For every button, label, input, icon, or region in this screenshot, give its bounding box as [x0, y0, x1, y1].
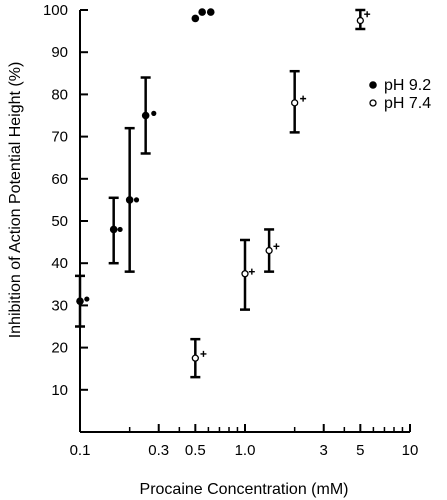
x-tick-label: 10	[402, 442, 419, 459]
x-tick-label: 0.3	[148, 442, 169, 459]
side-dot-marker	[133, 197, 140, 203]
x-tick-label: 1.0	[235, 442, 256, 459]
data-point-ph74	[356, 16, 364, 25]
y-tick-label: 20	[51, 340, 68, 357]
legend: pH 9.2pH 7.4	[369, 77, 431, 112]
axes: 10 20 30 40 50 60 70 80 90 100 0.1 0.3 0.5 1.0 3 5 10	[43, 2, 418, 459]
side-plus-marker	[300, 95, 307, 102]
data-point-ph74	[241, 270, 249, 278]
data-point-ph92	[198, 8, 206, 16]
legend-marker	[369, 99, 377, 107]
side-plus-marker	[364, 11, 371, 18]
side-dot-marker	[84, 296, 90, 302]
data-point-ph92	[109, 225, 118, 234]
legend-label: pH 7.4	[384, 95, 431, 112]
x-tick-label: 5	[356, 442, 364, 459]
y-tick-label: 70	[51, 129, 68, 146]
data-point-ph92	[76, 297, 84, 305]
data-point-ph74	[291, 99, 299, 107]
y-tick-label: 100	[43, 2, 68, 19]
y-tick-label: 90	[51, 44, 68, 61]
side-plus-marker	[248, 268, 255, 275]
x-tick-label: 3	[320, 442, 328, 459]
x-tick-label: 0.1	[70, 442, 91, 459]
y-tick-label: 40	[51, 255, 68, 272]
y-tick-label: 60	[51, 171, 68, 188]
data-point-ph92	[191, 14, 200, 23]
data-point-ph92	[125, 196, 134, 204]
data-point-ph74	[191, 354, 199, 362]
x-tick-label: 0.5	[185, 442, 206, 459]
side-plus-marker	[273, 243, 280, 250]
side-dot-marker	[151, 110, 157, 116]
side-dot-marker	[117, 226, 123, 233]
y-tick-label: 30	[51, 297, 68, 314]
legend-label: pH 9.2	[384, 77, 431, 94]
chart-marks	[75, 8, 371, 379]
x-axis-label: Procaine Concentration (mM)	[140, 481, 349, 498]
y-axis-label: Inhibition of Action Potential Height (%…	[7, 62, 24, 339]
data-point-ph74	[265, 246, 273, 255]
y-tick-label: 10	[51, 382, 68, 399]
data-point-ph92	[206, 8, 215, 16]
legend-marker	[369, 81, 377, 89]
side-plus-marker	[200, 350, 207, 357]
y-tick-label: 50	[51, 213, 68, 230]
data-point-ph92	[141, 111, 150, 120]
y-tick-label: 80	[51, 86, 68, 103]
